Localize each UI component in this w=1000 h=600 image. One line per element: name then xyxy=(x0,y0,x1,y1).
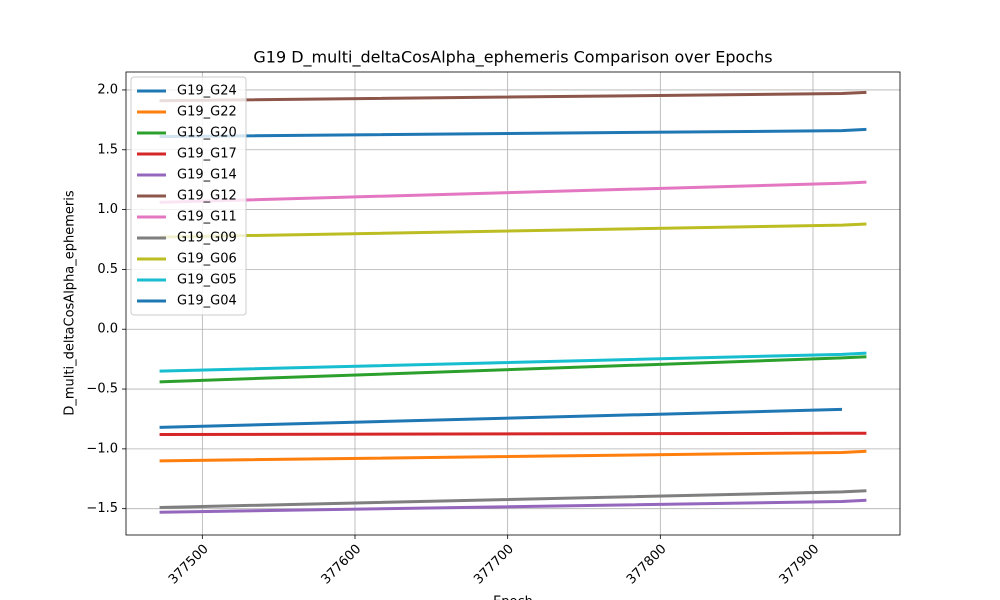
x-axis-label: Epoch xyxy=(493,595,533,600)
x-tick-label: 377600 xyxy=(319,542,365,588)
y-tick-label: −0.5 xyxy=(86,382,118,397)
legend: G19_G24 G19_G22 G19_G20 G19_G17 G19_G14 G19_G… xyxy=(130,76,247,316)
series-line xyxy=(159,449,867,463)
series-line xyxy=(159,222,867,239)
x-tick-label: 377800 xyxy=(624,542,670,588)
series-line xyxy=(159,127,867,139)
y-tick-label: −1.5 xyxy=(86,501,118,516)
x-tick-label: 377700 xyxy=(471,542,517,588)
x-tick-label: 377900 xyxy=(777,542,823,588)
series-line xyxy=(159,351,867,373)
y-tick-label: 1.0 xyxy=(97,202,118,217)
chart-title: G19 D_multi_deltaCosAlpha_ephemeris Comp… xyxy=(253,48,772,68)
series-line xyxy=(159,355,867,384)
series-line xyxy=(159,90,867,103)
legend-box xyxy=(130,76,247,316)
legend-label: G19_G14 xyxy=(177,168,237,183)
legend-label: G19_G09 xyxy=(177,231,237,246)
x-tick-label: 377500 xyxy=(166,542,212,588)
legend-label: G19_G22 xyxy=(177,105,237,120)
legend-label: G19_G20 xyxy=(177,126,237,141)
y-tick-label: −1.0 xyxy=(86,441,118,456)
y-axis-label: D_multi_deltaCosAlpha_ephemeris xyxy=(63,190,78,416)
series-line xyxy=(159,498,867,514)
legend-label: G19_G11 xyxy=(177,210,237,225)
y-tick-label: 0.0 xyxy=(97,322,118,337)
legend-label: G19_G05 xyxy=(177,273,237,288)
series-line xyxy=(159,180,867,204)
plot-frame xyxy=(125,71,901,536)
legend-label: G19_G12 xyxy=(177,189,237,204)
y-tick-label: 2.0 xyxy=(97,82,118,97)
series-line xyxy=(159,431,867,437)
y-tick-label: 1.5 xyxy=(97,142,118,157)
grid xyxy=(126,72,900,535)
series-line xyxy=(159,407,843,429)
series-line xyxy=(159,489,867,509)
legend-label: G19_G24 xyxy=(177,84,237,99)
legend-label: G19_G06 xyxy=(177,252,237,267)
y-tick-label: 0.5 xyxy=(97,262,118,277)
legend-label: G19_G04 xyxy=(177,294,237,309)
legend-label: G19_G17 xyxy=(177,147,237,162)
